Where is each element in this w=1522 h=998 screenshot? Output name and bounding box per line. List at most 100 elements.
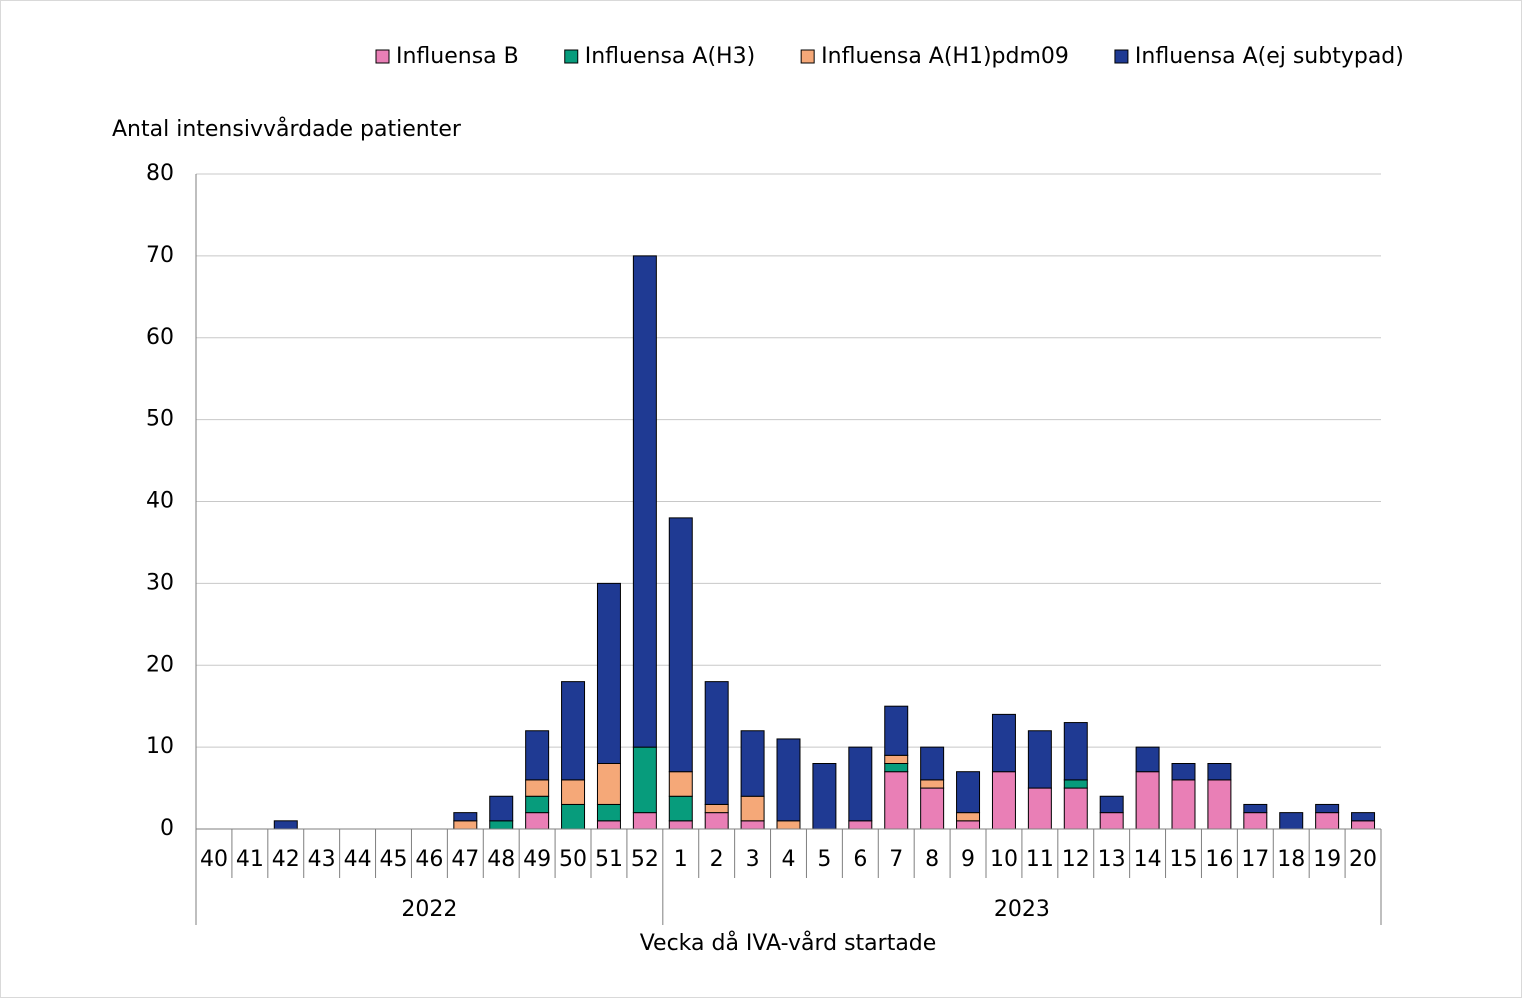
x-tick-label: 2 [710,847,724,872]
bar-segment [776,738,801,822]
bar-segment [596,803,621,822]
x-tick-label: 48 [487,847,515,872]
bar-segment [596,820,621,830]
bar-segment [1279,812,1304,830]
bar-segment [525,812,550,830]
x-tick-label: 13 [1098,847,1126,872]
x-tick-label: 5 [817,847,831,872]
y-tick-label: 70 [146,243,174,268]
bar-segment [776,820,801,830]
y-tick-label: 20 [146,652,174,677]
x-tick-label: 16 [1205,847,1233,872]
bar-segment [1063,722,1088,781]
bar-segment [453,820,478,830]
bar-segment [920,779,945,789]
bar-segment [596,763,621,805]
y-tick-label: 60 [146,325,174,350]
legend-swatch [1114,49,1129,64]
x-tick-label: 42 [272,847,300,872]
bar-segment [596,582,621,764]
bar-segment [1207,779,1232,830]
x-tick-label: 45 [380,847,408,872]
bar-segment [920,787,945,830]
bar-segment [1207,763,1232,781]
x-tick-label: 10 [990,847,1018,872]
bar-segment [668,771,693,797]
bar-segment [1171,763,1196,781]
bar-segment [1171,779,1196,830]
bar-segment [632,746,657,814]
bar-segment [740,820,765,830]
bar-segment [740,795,765,822]
x-tick-label: 18 [1277,847,1305,872]
x-tick-label: 19 [1313,847,1341,872]
x-tick-label: 52 [631,847,659,872]
y-axis-label: Antal intensivvårdade patienter [112,116,462,142]
bar-segment [561,779,586,805]
x-tick-label: 43 [308,847,336,872]
bar-segment [273,820,298,830]
bar-segment [740,730,765,797]
x-tick-label: 47 [451,847,479,872]
x-tick-label: 11 [1026,847,1054,872]
x-tick-label: 49 [523,847,551,872]
y-tick-label: 30 [146,570,174,595]
bar-segment [1351,820,1376,830]
bar-segment [525,795,550,814]
bar-segment [1027,730,1052,789]
bar-segment [1243,812,1268,830]
x-tick-label: 50 [559,847,587,872]
bar-segment [632,255,657,748]
bar-segment [991,771,1016,830]
y-tick-label: 80 [146,161,174,186]
x-tick-label: 4 [782,847,796,872]
bar-segment [1063,787,1088,830]
bar-segment [884,763,909,773]
bar-segment [668,795,693,822]
x-tick-label: 3 [746,847,760,872]
bar-segment [668,820,693,830]
bar-segment [884,771,909,830]
legend-swatch [375,49,390,64]
bar-segment [956,812,981,822]
bar-segment [812,763,837,830]
bar-segment [848,820,873,830]
bar-segment [1243,803,1268,814]
bar-segment [525,730,550,781]
bar-segment [884,754,909,764]
bar-segment [1135,746,1160,773]
x-tick-label: 46 [415,847,443,872]
bar-segment [848,746,873,822]
y-tick-label: 40 [146,489,174,514]
y-tick-label: 50 [146,407,174,432]
x-tick-label: 40 [200,847,228,872]
x-tick-label: 6 [853,847,867,872]
x-tick-label: 44 [344,847,372,872]
x-tick-label: 51 [595,847,623,872]
bar-segment [1099,812,1124,830]
bar-segment [1315,812,1340,830]
x-tick-label: 41 [236,847,264,872]
bar-segment [525,779,550,797]
x-tick-label: 1 [674,847,688,872]
y-tick-label: 0 [160,816,174,841]
bar-segment [561,803,586,830]
bar-segment [489,795,514,822]
group-label: 2023 [994,897,1050,922]
bar-segment [453,812,478,822]
bar-segment [956,771,981,814]
legend-swatch [564,49,579,64]
bar-segment [704,803,729,814]
bar-segment [489,820,514,830]
x-axis-label: Vecka då IVA-vård startade [640,930,937,956]
bar-segment [920,746,945,781]
bar-segment [991,713,1016,773]
x-tick-label: 7 [889,847,903,872]
x-tick-label: 14 [1134,847,1162,872]
bar-segment [1063,779,1088,789]
x-tick-label: 12 [1062,847,1090,872]
x-tick-label: 20 [1349,847,1377,872]
bar-segment [668,517,693,773]
